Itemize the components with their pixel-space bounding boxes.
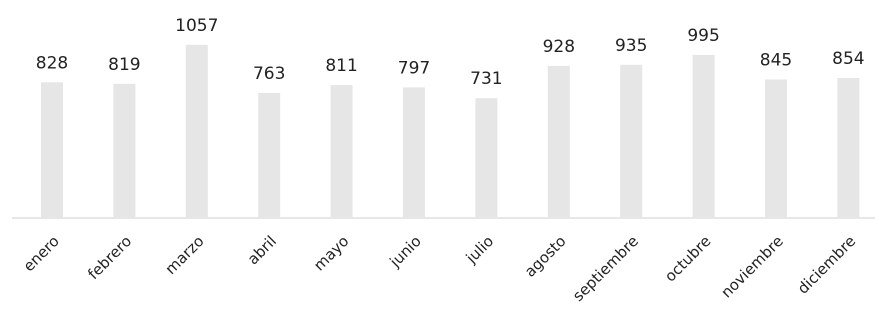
bar-enero bbox=[41, 82, 63, 218]
data-label-junio: 797 bbox=[398, 58, 430, 78]
bar-mayo bbox=[330, 85, 353, 218]
x-tick-label-enero: enero bbox=[20, 232, 63, 275]
data-label-diciembre: 854 bbox=[832, 49, 864, 69]
bar-octubre bbox=[692, 54, 715, 219]
x-tick-label-mayo: mayo bbox=[310, 232, 352, 274]
x-tick-label-octubre: octubre bbox=[661, 232, 714, 285]
x-tick-labels-group: enero febrero marzo abril mayo junio julio agos… bbox=[20, 232, 860, 305]
data-label-mayo: 811 bbox=[325, 56, 357, 76]
x-tick-label-noviembre: noviembre bbox=[717, 232, 786, 301]
data-label-octubre: 995 bbox=[687, 26, 719, 46]
data-label-enero: 828 bbox=[36, 53, 68, 73]
bar-julio bbox=[475, 98, 498, 218]
x-tick-label-septiembre: septiembre bbox=[569, 232, 642, 305]
data-label-julio: 731 bbox=[470, 69, 502, 89]
bars-group bbox=[41, 44, 860, 219]
x-tick-label-julio: julio bbox=[462, 232, 497, 267]
x-tick-label-marzo: marzo bbox=[162, 232, 208, 278]
bar-febrero bbox=[113, 83, 136, 218]
bar-diciembre bbox=[837, 78, 860, 218]
data-labels-group: 828 819 1057 763 811 797 731 928 935 995 845 854 bbox=[36, 16, 865, 89]
x-tick-label-junio: junio bbox=[386, 232, 425, 271]
x-tick-label-abril: abril bbox=[244, 232, 280, 268]
data-label-agosto: 928 bbox=[543, 37, 575, 57]
data-label-septiembre: 935 bbox=[615, 36, 647, 56]
bar-septiembre bbox=[620, 64, 643, 218]
data-label-abril: 763 bbox=[253, 64, 285, 84]
bar-abril bbox=[258, 92, 281, 218]
bar-agosto bbox=[547, 65, 570, 219]
data-label-febrero: 819 bbox=[108, 55, 140, 75]
x-tick-label-diciembre: diciembre bbox=[794, 232, 859, 297]
x-tick-label-agosto: agosto bbox=[521, 232, 570, 281]
data-label-marzo: 1057 bbox=[175, 16, 218, 36]
bar-noviembre bbox=[765, 79, 787, 218]
bar-junio bbox=[403, 87, 425, 219]
x-tick-label-febrero: febrero bbox=[84, 232, 135, 283]
bar-marzo bbox=[185, 44, 208, 218]
data-label-noviembre: 845 bbox=[760, 51, 792, 71]
